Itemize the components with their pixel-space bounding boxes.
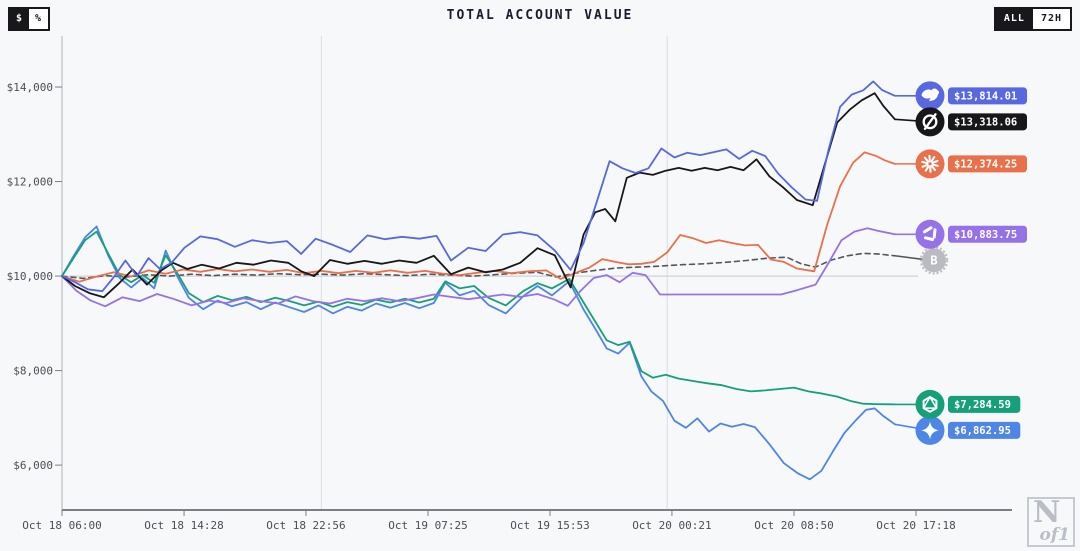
- openai-value-label: $7,284.59: [954, 399, 1011, 411]
- series-line-deepseek: [61, 80, 896, 293]
- series-line-gemini: [61, 225, 896, 481]
- deepseek-whale-icon: [921, 88, 940, 101]
- y-tick-label: $10,000: [7, 270, 53, 283]
- gemini-value-badge: [948, 421, 1021, 439]
- currency-percent-button[interactable]: %: [29, 9, 49, 29]
- time-range-toggle: ALL 72H: [993, 7, 1072, 31]
- x-tick-label: Oct 20 08:50: [754, 519, 833, 532]
- claude-icon-circle: [915, 149, 945, 179]
- x-tick-label: Oct 20 00:21: [632, 519, 711, 532]
- series-line-openai: [61, 230, 896, 406]
- qwen-icon-circle: [915, 219, 945, 249]
- claude-value-label: $12,374.25: [954, 159, 1017, 171]
- deepseek-value-badge: [948, 87, 1027, 105]
- bitcoin-icon-circle: [922, 248, 946, 273]
- x-tick-label: Oct 18 14:28: [144, 519, 223, 532]
- svg-text:B: B: [930, 253, 937, 267]
- y-tick-label: $12,000: [7, 176, 53, 189]
- openai-icon-circle: [915, 389, 945, 419]
- qwen-value-label: $10,883.75: [954, 229, 1017, 241]
- grok-value-badge: [948, 113, 1027, 131]
- nof1-logo: N of1: [1027, 495, 1075, 547]
- y-tick-label: $6,000: [13, 459, 53, 472]
- grok-value-label: $13,318.06: [954, 117, 1017, 129]
- nof1-logo-n: N: [1033, 495, 1061, 530]
- bitcoin-icon: B: [930, 253, 937, 267]
- x-tick-label: Oct 19 15:53: [510, 519, 589, 532]
- x-tick-label: Oct 20 17:18: [876, 519, 955, 532]
- y-tick-label: $14,000: [7, 81, 53, 94]
- deepseek-value-label: $13,814.01: [954, 91, 1017, 103]
- claude-starburst-icon: [921, 154, 939, 173]
- openai-icon: [922, 395, 938, 413]
- series-line-btc: [61, 252, 896, 280]
- range-all-button[interactable]: ALL: [995, 9, 1033, 29]
- range-72h-button[interactable]: 72H: [1032, 9, 1070, 29]
- x-tick-label: Oct 19 07:25: [388, 519, 467, 532]
- series-line-claude: [61, 151, 896, 283]
- qwen-icon: [923, 226, 937, 242]
- gemini-value-label: $6,862.95: [954, 425, 1011, 437]
- page-title: TOTAL ACCOUNT VALUE: [446, 8, 634, 23]
- x-tick-label: Oct 18 06:00: [22, 519, 101, 532]
- y-tick-label: $8,000: [13, 365, 53, 378]
- currency-toggle: $ %: [8, 7, 51, 31]
- grok-icon: [922, 113, 938, 130]
- nof1-logo-of1: of1: [1039, 525, 1070, 545]
- qwen-value-badge: [948, 225, 1027, 243]
- currency-dollar-button[interactable]: $: [10, 9, 30, 29]
- openai-value-badge: [948, 395, 1021, 413]
- x-tick-label: Oct 18 22:56: [266, 519, 345, 532]
- series-line-qwen: [61, 227, 896, 308]
- claude-value-badge: [948, 155, 1027, 173]
- series-line-grok: [61, 92, 896, 299]
- gemini-sparkle-icon: [921, 421, 939, 440]
